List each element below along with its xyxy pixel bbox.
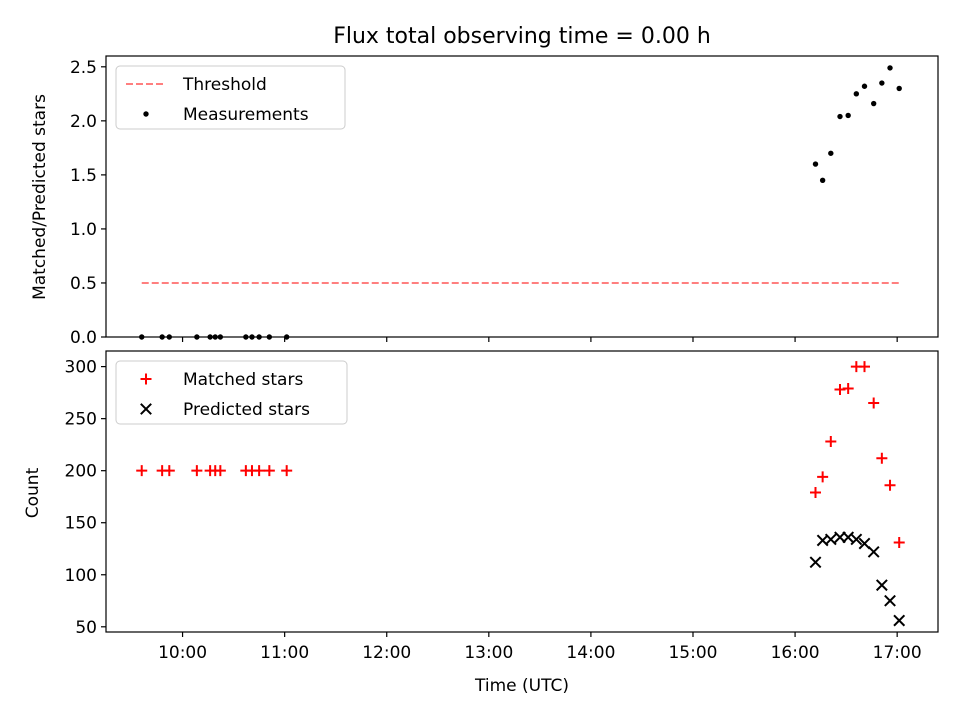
data-point [214,465,226,477]
data-point [825,436,837,448]
x-tick-label: 10:00 [158,643,207,663]
data-point [858,537,871,550]
x-tick-label: 12:00 [362,643,411,663]
x-tick-label: 17:00 [873,643,922,663]
plot-frame [105,350,939,633]
data-point [253,465,265,477]
bottom-panel: 50 100 150 200 250 300 10:00 11:00 12:00 13:00 14:… [23,350,939,663]
data-point [828,150,834,156]
y-tick-label: 1.0 [70,220,97,240]
series-matched-stars [136,361,905,548]
x-tick-label: 14:00 [566,643,615,663]
data-point [845,112,851,119]
legend-handle [143,111,149,117]
legend-label: Matched stars [183,370,303,390]
data-point [809,487,821,499]
top-panel: 0.0 0.5 1.0 1.5 2.0 2.5 Matched/Predicted star… [30,55,939,348]
y-tick-label: 0.5 [70,274,97,294]
data-point [136,465,148,477]
y-tick-label: 100 [65,566,97,586]
data-point [263,465,275,477]
x-tick-label: 15:00 [668,643,717,663]
y-tick-label: 50 [75,618,97,638]
data-point [876,452,888,464]
data-point [887,65,893,71]
legend: Threshold Measurements [115,65,346,130]
legend-label: Threshold [182,75,267,95]
data-point [809,556,822,569]
legend-label: Predicted stars [183,400,310,420]
data-point [812,161,819,167]
x-tick-label: 13:00 [464,643,513,663]
data-point [893,536,905,548]
data-point [867,545,880,558]
y-tick-label: 0.0 [70,328,97,348]
legend-box [115,360,348,425]
data-point [819,177,826,183]
data-point [842,382,854,394]
y-tick-label: 200 [65,462,97,482]
legend-handle [140,373,152,385]
data-point [837,113,843,120]
x-tick-label: 11:00 [260,643,309,663]
y-tick-label: 150 [65,514,97,534]
data-point [861,83,868,89]
data-point [868,397,880,409]
x-axis-label: Time (UTC) [474,676,569,696]
data-point [884,594,896,607]
y-tick-label: 1.5 [70,166,97,186]
x-tick-label: 16:00 [771,643,820,663]
legend-box [115,65,346,130]
legend-handle [140,403,152,415]
data-point [858,361,870,373]
data-point [884,479,896,491]
data-point [824,533,837,546]
data-point [281,465,293,477]
data-point [191,465,203,477]
legend: Matched stars Predicted stars [115,360,348,425]
y-tick-label: 2.5 [70,58,97,78]
y-axis-label: Count [23,467,43,518]
data-point [896,85,902,92]
data-point [817,471,829,483]
data-point [893,614,906,627]
y-tick-label: 300 [65,358,97,378]
data-point [853,91,860,97]
data-point [870,100,877,107]
data-point [879,80,885,86]
data-point [850,533,863,546]
series-predicted-stars [809,531,906,627]
legend-label: Measurements [183,105,309,125]
data-point [834,384,846,396]
y-tick-label: 2.0 [70,112,97,132]
y-axis-label: Matched/Predicted stars [30,94,50,300]
data-point [875,579,888,592]
chart-title: Flux total observing time = 0.00 h [333,24,711,49]
data-point [163,465,175,477]
plot-frame [105,55,939,338]
y-tick-label: 250 [65,410,97,430]
